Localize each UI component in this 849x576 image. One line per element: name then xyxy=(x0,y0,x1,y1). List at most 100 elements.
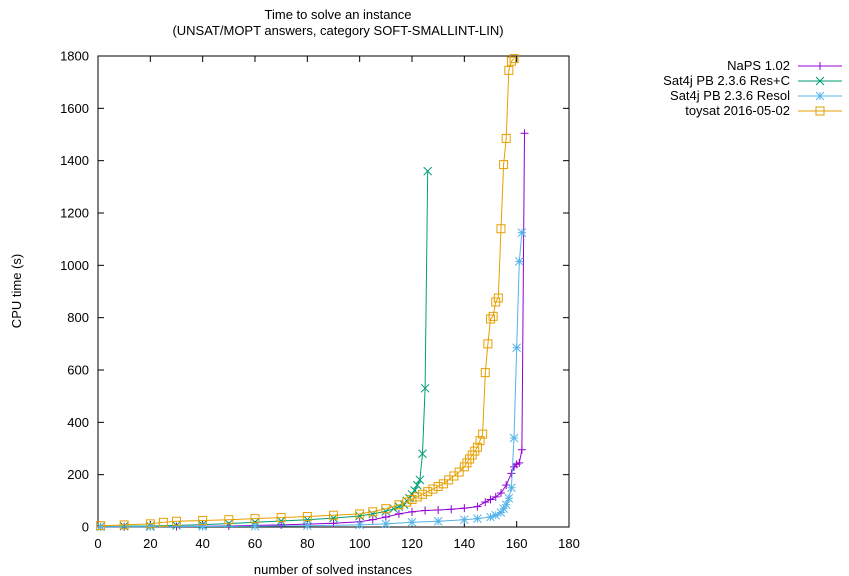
x-axis-label: number of solved instances xyxy=(254,562,413,576)
data-point xyxy=(507,469,516,478)
data-point xyxy=(517,228,527,237)
data-point xyxy=(412,492,422,502)
data-point xyxy=(421,506,430,515)
y-axis: 0 200 400 600 800 1000 1200 1400 1600 1800 xyxy=(60,49,569,535)
data-point xyxy=(454,467,464,477)
x-tick-label: 40 xyxy=(195,536,209,551)
x-tick-label: 140 xyxy=(453,536,475,551)
data-point xyxy=(433,481,443,491)
data-point xyxy=(381,513,390,522)
series-1 xyxy=(96,166,433,531)
data-point xyxy=(504,493,514,503)
x-tick-label: 60 xyxy=(248,536,262,551)
data-point xyxy=(488,311,498,321)
y-tick-label: 1400 xyxy=(60,153,89,168)
legend-label: toysat 2016-05-02 xyxy=(685,103,790,118)
data-point xyxy=(381,506,391,516)
x-axis: 0 20 40 60 80 100 120 140 160 180 xyxy=(94,56,580,551)
data-point xyxy=(509,54,519,64)
data-point xyxy=(329,510,338,520)
data-point xyxy=(496,508,506,517)
series-line xyxy=(100,58,515,527)
x-tick-label: 20 xyxy=(143,536,157,551)
legend-marker xyxy=(815,106,825,116)
data-point xyxy=(486,495,495,504)
data-point xyxy=(302,521,312,531)
data-point xyxy=(329,519,338,528)
legend-entry: NaPS 1.02 xyxy=(727,58,842,73)
data-point xyxy=(381,504,391,514)
data-point xyxy=(224,515,234,525)
data-point xyxy=(368,515,377,524)
data-point xyxy=(515,458,524,467)
data-point xyxy=(407,489,417,499)
data-point xyxy=(459,515,469,525)
series-3 xyxy=(96,54,519,531)
y-tick-label: 400 xyxy=(67,415,89,430)
data-point xyxy=(302,512,312,522)
data-point xyxy=(394,509,403,518)
data-point xyxy=(496,488,505,497)
series-line xyxy=(100,171,429,527)
data-point xyxy=(493,293,503,303)
y-tick-label: 200 xyxy=(67,467,89,482)
data-point xyxy=(402,497,412,507)
legend-label: Sat4j PB 2.3.6 Res+C xyxy=(663,73,790,88)
y-tick-label: 1200 xyxy=(60,206,89,221)
data-point xyxy=(491,492,500,501)
legend-entry: toysat 2016-05-02 xyxy=(685,103,842,118)
plot-area: 0 20 40 60 80 100 120 140 160 180 0 200 400 600 800 10… xyxy=(60,49,580,552)
data-point xyxy=(96,521,106,531)
data-point xyxy=(417,489,427,499)
x-tick-label: 180 xyxy=(558,536,580,551)
data-point xyxy=(514,257,524,266)
data-point xyxy=(407,517,417,527)
data-point xyxy=(423,487,433,497)
data-point xyxy=(276,513,286,523)
x-tick-label: 160 xyxy=(506,536,528,551)
data-point xyxy=(506,56,516,66)
data-point xyxy=(368,507,378,517)
data-point xyxy=(412,480,422,490)
data-point xyxy=(423,166,433,176)
data-point xyxy=(250,521,260,531)
y-tick-label: 0 xyxy=(82,520,89,535)
data-point xyxy=(501,500,511,510)
data-point xyxy=(198,522,208,531)
chart-title: Time to solve an instance xyxy=(265,7,412,22)
data-point xyxy=(475,436,485,446)
data-point xyxy=(486,314,495,324)
data-point xyxy=(496,224,506,234)
data-point xyxy=(158,517,168,527)
data-point xyxy=(499,160,509,170)
data-point xyxy=(172,516,181,526)
y-tick-label: 1000 xyxy=(60,258,89,273)
data-point xyxy=(428,484,438,494)
data-point xyxy=(499,504,508,514)
data-point xyxy=(277,520,286,529)
data-point xyxy=(486,512,495,522)
data-point xyxy=(418,449,427,459)
legend-marker xyxy=(815,76,825,86)
x-tick-label: 80 xyxy=(300,536,314,551)
data-point xyxy=(481,498,490,507)
data-point xyxy=(520,129,529,138)
data-point xyxy=(145,522,155,532)
y-tick-label: 800 xyxy=(67,310,89,325)
data-point xyxy=(447,505,456,514)
legend-marker xyxy=(815,91,825,101)
series-2 xyxy=(96,228,527,532)
data-point xyxy=(276,516,286,526)
data-point xyxy=(381,519,391,529)
data-point xyxy=(198,515,208,525)
y-tick-label: 600 xyxy=(67,363,89,378)
x-tick-label: 0 xyxy=(94,536,101,551)
legend-label: NaPS 1.02 xyxy=(727,58,790,73)
series-line xyxy=(100,232,523,528)
data-point xyxy=(478,429,488,439)
legend-marker xyxy=(816,62,824,70)
data-point xyxy=(512,343,522,353)
data-point xyxy=(434,505,443,514)
